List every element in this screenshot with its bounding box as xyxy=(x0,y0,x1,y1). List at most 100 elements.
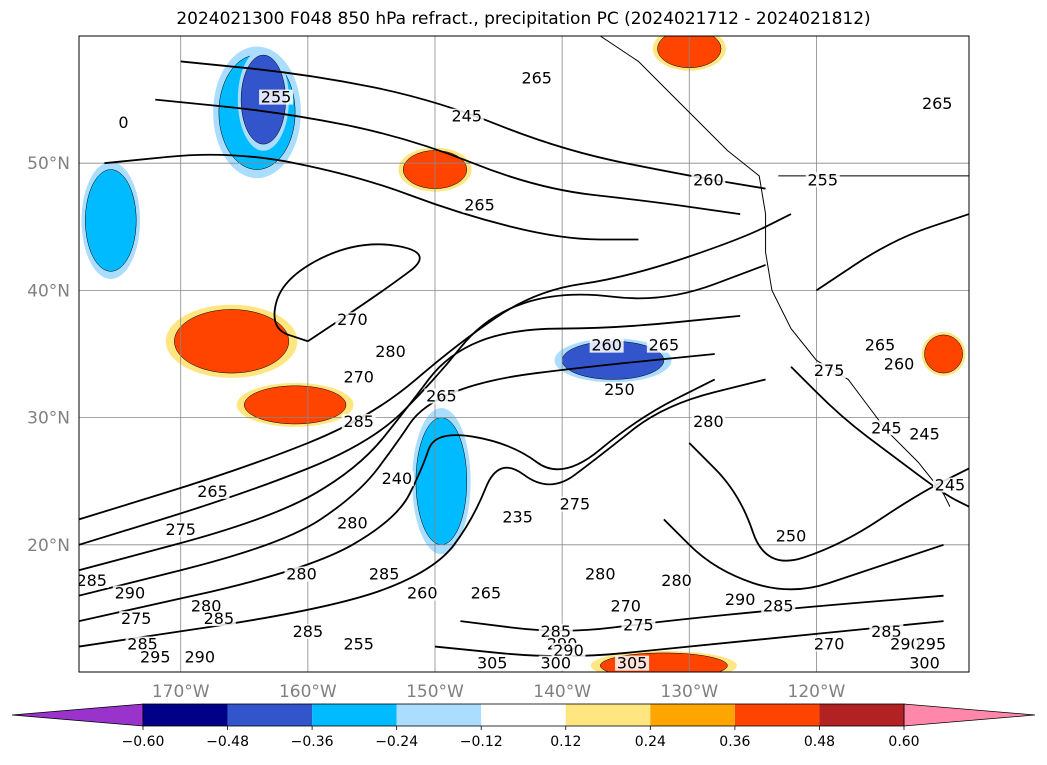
contour-label-bg xyxy=(379,471,414,487)
contour-label-bg xyxy=(602,382,637,398)
contour-label-bg xyxy=(557,496,592,512)
contour-label-bg xyxy=(589,337,624,353)
contour-label: 255 xyxy=(343,635,374,654)
contour-label-bg xyxy=(761,598,796,614)
gridlines xyxy=(79,36,969,672)
contour-label-bg xyxy=(621,617,656,633)
contour-label-bg xyxy=(106,115,141,131)
contour-label-bg xyxy=(335,515,370,531)
contour-label: 265 xyxy=(471,584,502,603)
contour-label-bg xyxy=(475,655,510,671)
contour-label: 275 xyxy=(121,609,152,628)
colorbar-segment xyxy=(565,704,651,726)
contour-label: 280 xyxy=(693,412,724,431)
contour-label-bg xyxy=(468,585,503,601)
contour-label-bg xyxy=(805,172,840,188)
x-tick-label: 140°W xyxy=(533,682,591,702)
y-tick-label: 40°N xyxy=(27,281,70,301)
contour-label-bg xyxy=(138,649,173,665)
colorbar-segment xyxy=(396,704,482,726)
contour-label-bg xyxy=(367,566,402,582)
map-frame xyxy=(78,35,970,673)
contour-label: 250 xyxy=(604,380,635,399)
precip-region xyxy=(85,169,137,272)
contour-label: 300 xyxy=(909,654,940,673)
contour-line xyxy=(79,353,715,597)
colorbar-extend-max xyxy=(903,703,1036,727)
contour-label-bg xyxy=(284,566,319,582)
contour-label: 260 xyxy=(591,336,622,355)
contour-label-bg xyxy=(538,655,573,671)
contour-label-bg xyxy=(182,649,217,665)
colorbar-extend-min xyxy=(11,703,144,727)
contour-label: 290 xyxy=(115,584,146,603)
chart-title: 2024021300 F048 850 hPa refract., precip… xyxy=(176,9,871,29)
contour-label: 255 xyxy=(261,88,292,107)
contour-label: 285 xyxy=(369,565,400,584)
contour-label: 290 xyxy=(890,635,921,654)
contour-label: 290 xyxy=(725,590,756,609)
contour-label: 260 xyxy=(884,355,915,374)
contour-label-bg xyxy=(907,655,942,671)
x-tick-label: 170°W xyxy=(152,682,210,702)
y-tick-label: 50°N xyxy=(27,154,70,174)
contour-label-bg xyxy=(583,566,618,582)
contour-label: 270 xyxy=(814,635,845,654)
contour-label-bg xyxy=(812,363,847,379)
colorbar-tick-label: −0.36 xyxy=(291,734,334,750)
contour-label: 240 xyxy=(382,469,413,488)
contour-label-bg xyxy=(882,356,917,372)
x-tick-label: 130°W xyxy=(660,682,718,702)
contour-label-bg xyxy=(863,337,897,353)
contour-label-bg xyxy=(608,598,643,614)
contour-label: 285 xyxy=(204,609,235,628)
contour-line xyxy=(155,98,741,215)
contour-labels: 255 245 265 260 255 265 265 270 270 280 285 260 265 2… xyxy=(76,69,967,673)
contour-label-bg xyxy=(189,598,224,614)
contour-line xyxy=(434,620,944,657)
contour-line xyxy=(104,153,639,241)
contour-label-bg xyxy=(462,197,497,213)
contour-label: 265 xyxy=(649,336,680,355)
contour-label-bg xyxy=(551,642,586,658)
colorbar: −0.60 −0.48 −0.36 −0.24 −0.12 0.12 0.24 0.36 0.4… xyxy=(11,703,1036,750)
contour-label: 235 xyxy=(502,507,533,526)
contour-label: 285 xyxy=(76,571,107,590)
contour-label: 295 xyxy=(140,647,171,666)
contour-label-bg xyxy=(869,623,904,639)
contour-label-bg xyxy=(373,344,408,359)
x-tick-label: 150°W xyxy=(406,682,464,702)
y-tick-labels: 20°N 30°N 40°N 50°N xyxy=(27,154,70,556)
contour-line xyxy=(79,378,716,622)
contour-label-bg xyxy=(119,611,154,627)
contour-label-bg xyxy=(920,95,955,111)
contour-label-bg xyxy=(163,522,198,538)
coastline-path xyxy=(600,36,951,507)
colorbar-segment xyxy=(312,704,397,726)
contour-label-bg xyxy=(449,108,484,124)
colorbar-segment xyxy=(734,704,820,726)
contour-label-bg xyxy=(907,426,942,442)
contour-label-bg xyxy=(646,337,681,353)
contour-line xyxy=(663,518,944,591)
y-tick-label: 20°N xyxy=(27,536,70,556)
contour-label-bg xyxy=(519,70,554,86)
contour-line xyxy=(688,442,969,562)
contour-label: 270 xyxy=(343,367,374,386)
contour-label: 285 xyxy=(871,622,902,641)
contour-line xyxy=(815,213,969,292)
contour-label: 295 xyxy=(916,635,947,654)
colorbar-tick-label: −0.12 xyxy=(460,734,503,750)
contour-label: 265 xyxy=(197,482,228,501)
colorbar-segment xyxy=(227,704,313,726)
x-tick-labels: 170°W 160°W 150°W 140°W 130°W 120°W xyxy=(152,682,846,702)
colorbar-tick-label: 0.36 xyxy=(719,734,750,750)
contour-label: 260 xyxy=(407,584,438,603)
contour-label: 290 xyxy=(185,647,216,666)
contour-label-bg xyxy=(290,623,325,639)
contour-label: 260 xyxy=(693,170,724,189)
colorbar-tick-label: −0.60 xyxy=(122,734,165,750)
contour-label: 265 xyxy=(922,94,953,113)
contour-label: 245 xyxy=(935,476,966,495)
